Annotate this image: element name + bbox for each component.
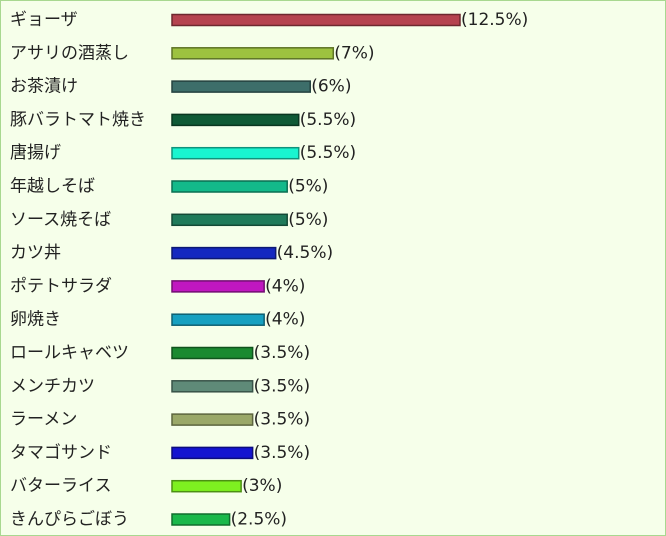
bar <box>171 80 311 93</box>
bar <box>171 13 461 27</box>
category-label: ソース焼そば <box>10 210 111 230</box>
category-label: タマゴサンド <box>10 442 112 463</box>
category-label: 唐揚げ <box>10 142 61 163</box>
category-label: バターライス <box>10 476 112 496</box>
value-label: (3.5%) <box>254 410 310 430</box>
category-label: ロールキャベツ <box>10 343 129 363</box>
value-label: (5%) <box>288 210 328 230</box>
category-label: メンチカツ <box>10 376 95 396</box>
value-label: (5%) <box>288 177 328 197</box>
category-label: お茶漬け <box>10 77 78 97</box>
category-label: アサリの酒蒸し <box>10 43 129 63</box>
bar <box>171 180 288 193</box>
bar <box>171 446 254 460</box>
value-label: (12.5%) <box>461 10 528 30</box>
bar <box>171 246 277 260</box>
value-label: (4%) <box>265 276 305 296</box>
bar <box>171 113 300 127</box>
value-label: (5.5%) <box>300 110 356 130</box>
bar <box>171 313 265 326</box>
bar <box>171 213 288 227</box>
bar <box>171 280 265 293</box>
bar <box>171 479 242 493</box>
category-label: 年越しそば <box>10 177 95 197</box>
category-label: ラーメン <box>10 410 77 430</box>
category-label: カツ丼 <box>10 243 61 263</box>
category-label: ギョーザ <box>10 10 78 30</box>
bar <box>171 380 254 393</box>
bar <box>171 513 231 526</box>
bar <box>171 346 254 360</box>
value-label: (4%) <box>265 310 305 330</box>
category-label: 豚バラトマト焼き <box>10 110 146 130</box>
value-label: (5.5%) <box>300 143 356 163</box>
value-label: (3.5%) <box>254 343 310 363</box>
value-label: (6%) <box>311 77 351 97</box>
bar <box>171 47 335 60</box>
value-label: (2.5%) <box>231 510 287 530</box>
value-label: (4.5%) <box>277 243 333 263</box>
value-label: (7%) <box>334 43 374 63</box>
value-label: (3.5%) <box>254 376 310 396</box>
value-label: (3.5%) <box>254 443 310 463</box>
category-label: ポテトサラダ <box>10 276 112 296</box>
value-label: (3%) <box>242 476 282 496</box>
bar <box>171 146 300 160</box>
bar <box>171 413 254 426</box>
category-label: きんぴらごぼう <box>10 510 129 530</box>
category-label: 卵焼き <box>10 310 61 330</box>
